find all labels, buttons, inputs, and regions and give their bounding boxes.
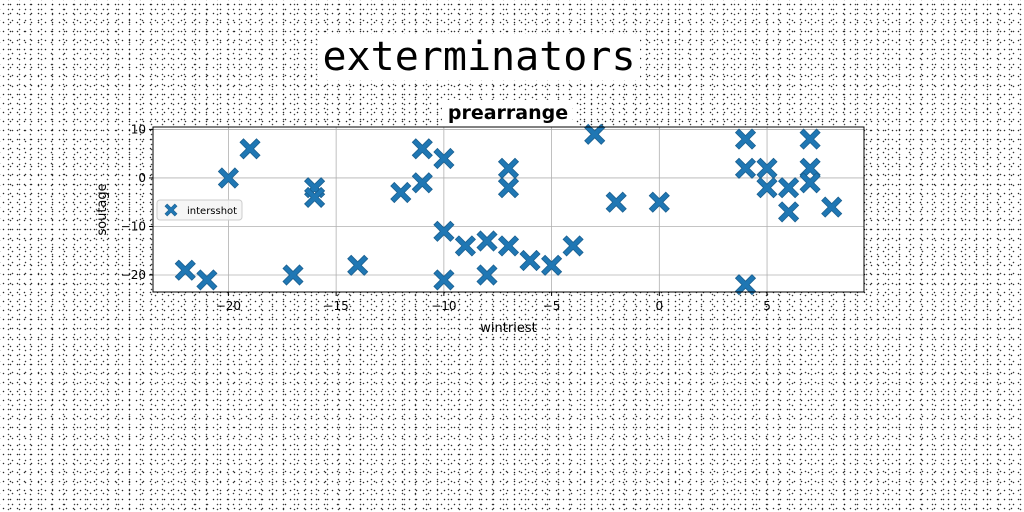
data-point-35 (799, 172, 821, 194)
data-point-12 (433, 220, 455, 242)
y-axis-label: soutage (95, 183, 110, 235)
data-point-19 (497, 235, 520, 257)
legend-label: intersshot (187, 206, 237, 217)
data-point-34 (799, 157, 821, 179)
x-tick-label-2: −10 (431, 299, 456, 313)
y-tick-label-2: 0 (138, 171, 146, 185)
figure-suptitle-wrap: exterminators (0, 34, 958, 80)
data-point-24 (605, 191, 627, 213)
data-point-8 (390, 181, 412, 204)
axes-frame (152, 126, 865, 293)
data-point-17 (497, 157, 520, 179)
x-tick-label-1: −15 (323, 299, 348, 313)
title-background (442, 100, 572, 126)
data-point-26 (734, 128, 757, 150)
data-point-7 (347, 254, 369, 276)
data-point-16 (476, 264, 498, 286)
y-tick-label-1: −10 (121, 219, 146, 233)
data-point-6 (304, 186, 326, 208)
figure-suptitle: exterminators (318, 34, 640, 80)
data-point-33 (799, 128, 821, 150)
x-tick-label-0: −20 (216, 299, 241, 313)
data-point-21 (541, 254, 563, 276)
data-point-10 (411, 172, 433, 194)
data-point-0 (174, 259, 196, 281)
x-axis-ticks: −20 −15 −10 −5 0 5 (216, 292, 771, 313)
x-tick-label-3: −5 (543, 299, 561, 313)
data-point-22 (562, 235, 584, 257)
data-point-3 (239, 138, 261, 160)
data-point-20 (519, 249, 541, 272)
data-point-31 (778, 177, 800, 199)
data-point-14 (454, 235, 476, 257)
y-tick-label-0: −20 (121, 268, 146, 282)
data-point-28 (734, 274, 757, 296)
plot-area (153, 127, 864, 292)
data-point-27 (734, 157, 757, 179)
data-point-4 (282, 264, 304, 286)
x-axis-label: wintriest (480, 321, 536, 336)
data-point-9 (411, 138, 433, 160)
data-points (174, 123, 843, 296)
x-tick-label-5: 5 (763, 299, 771, 313)
x-tick-label-4: 0 (655, 299, 663, 313)
data-point-15 (476, 230, 498, 252)
data-point-13 (433, 269, 455, 291)
data-point-11 (433, 147, 455, 170)
legend: intersshot (156, 199, 243, 221)
y-axis-ticks: −20 −10 0 10 (121, 122, 153, 282)
data-point-2 (217, 167, 239, 189)
data-point-36 (821, 196, 843, 218)
legend-marker (164, 203, 178, 217)
data-point-23 (584, 123, 606, 145)
legend-box (156, 199, 243, 221)
y-tick-label-3: 10 (131, 122, 146, 136)
plot-background (153, 127, 864, 292)
data-point-30 (756, 177, 778, 199)
data-point-1 (196, 269, 218, 291)
chart-title: prearrange (448, 102, 568, 124)
data-point-25 (648, 191, 670, 213)
data-point-32 (778, 201, 800, 223)
data-point-18 (497, 177, 520, 199)
data-point-29 (756, 157, 778, 179)
